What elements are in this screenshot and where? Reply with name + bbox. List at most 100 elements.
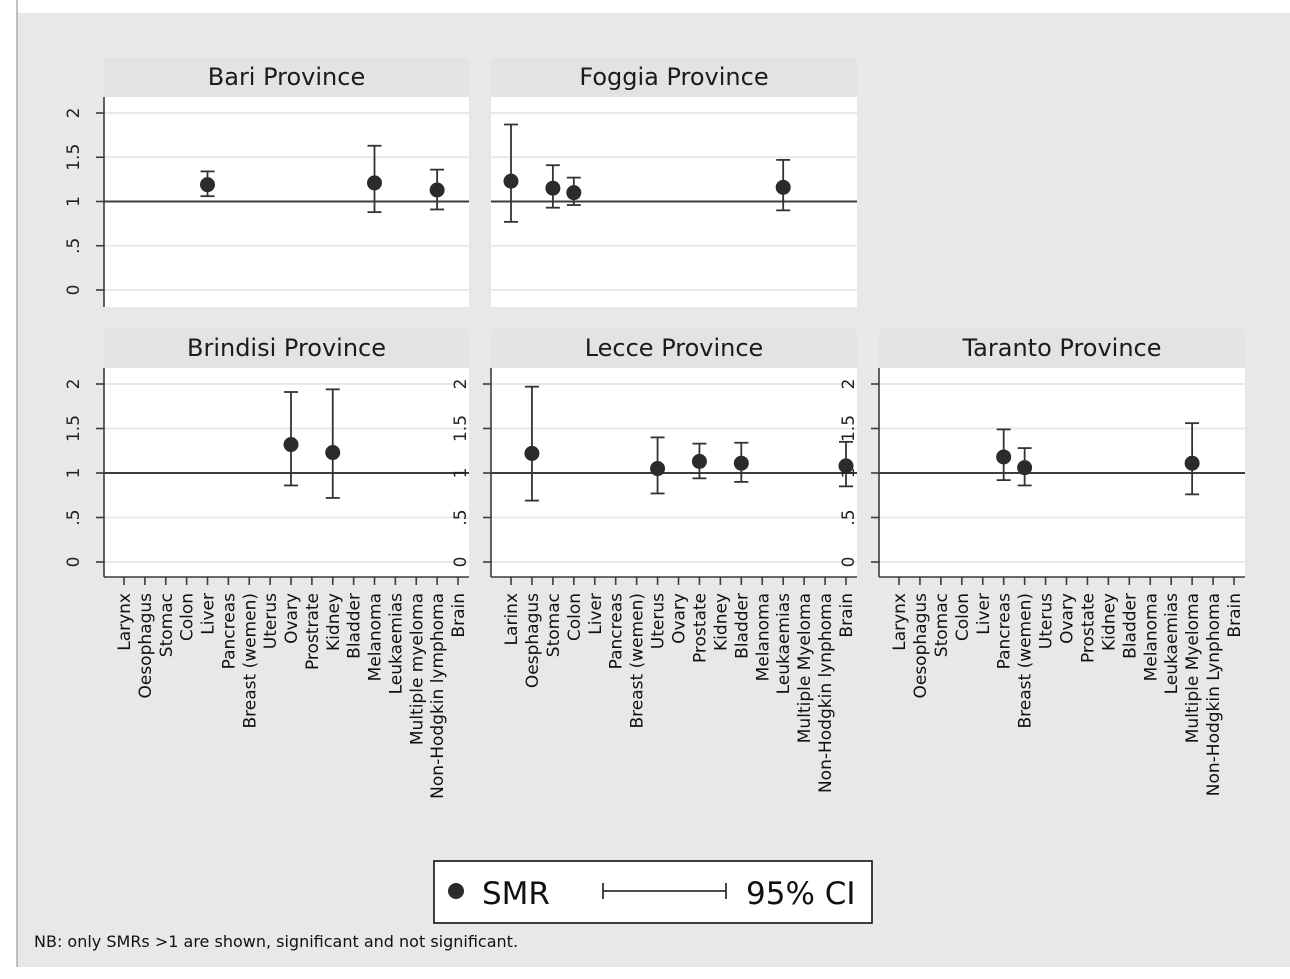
x-tick-label: Liver bbox=[199, 593, 219, 635]
data-point-group bbox=[325, 388, 341, 499]
y-tick-label: 1.5 bbox=[451, 415, 471, 442]
smr-point bbox=[691, 453, 707, 469]
x-tick-label: Pancreas bbox=[219, 593, 239, 670]
smr-point bbox=[996, 449, 1012, 465]
data-point-group bbox=[503, 123, 519, 223]
x-tick-label: Liver bbox=[974, 593, 994, 635]
smr-point bbox=[503, 173, 519, 189]
smr-point bbox=[838, 458, 854, 474]
smr-point bbox=[524, 445, 540, 461]
x-tick-label: Non-Hodgkin lymphoma bbox=[428, 593, 448, 799]
y-tick-label: .5 bbox=[64, 238, 84, 254]
x-tick-label: Pancreas bbox=[995, 593, 1015, 670]
x-tick-label: Non-Hodgkin lynphoma bbox=[816, 593, 836, 793]
x-tick-label: Ovary bbox=[1058, 593, 1078, 644]
y-tick-label: 1 bbox=[64, 468, 84, 479]
x-tick-label: Oesphagus bbox=[523, 593, 543, 688]
x-tick-label: Bladder bbox=[732, 593, 752, 659]
x-tick-label: Colon bbox=[565, 593, 585, 641]
smr-point bbox=[733, 455, 749, 471]
y-tick-label: 1 bbox=[64, 196, 84, 207]
y-tick-label: 0 bbox=[64, 285, 84, 296]
smr-point bbox=[1184, 455, 1200, 471]
x-tick-label: Prostate bbox=[690, 593, 710, 663]
data-point-group bbox=[429, 168, 445, 211]
data-point-group bbox=[545, 164, 561, 209]
x-tick-label: Larynx bbox=[890, 593, 910, 651]
y-tick-label: 1 bbox=[451, 468, 471, 479]
x-tick-label: Ovary bbox=[282, 593, 302, 644]
smr-point bbox=[429, 182, 445, 198]
x-tick-label: Stomac bbox=[157, 593, 177, 657]
data-point-group bbox=[691, 442, 707, 480]
panel-strip bbox=[879, 329, 1245, 368]
data-point-group bbox=[367, 144, 382, 214]
x-tick-label: Kidney bbox=[1099, 593, 1119, 651]
x-tick-label: Stomac bbox=[932, 593, 952, 657]
smr-point bbox=[1017, 460, 1033, 476]
data-point-group bbox=[283, 391, 299, 487]
smr-point bbox=[325, 445, 341, 461]
panel-title: Foggia Province bbox=[579, 63, 768, 91]
legend-smr-label: SMR bbox=[482, 876, 550, 912]
x-tick-label: Oesophagus bbox=[911, 593, 931, 699]
x-tick-label: Colon bbox=[953, 593, 973, 641]
x-tick-label: Brain bbox=[449, 593, 469, 638]
y-tick-label: .5 bbox=[64, 509, 84, 525]
panel-strip bbox=[491, 329, 857, 368]
y-tick-label: 0 bbox=[839, 557, 859, 568]
x-tick-label: Melanoma bbox=[366, 593, 386, 681]
smr-point bbox=[545, 180, 561, 196]
y-tick-label: .5 bbox=[451, 509, 471, 525]
x-tick-label: Larynx bbox=[115, 593, 135, 651]
x-tick-label: Larinx bbox=[502, 593, 522, 645]
x-tick-label: Ovary bbox=[670, 593, 690, 644]
y-tick-label: 1.5 bbox=[64, 415, 84, 442]
x-tick-label: Uterus bbox=[1037, 593, 1057, 649]
panel-strip bbox=[104, 329, 469, 368]
panel-title: Taranto Province bbox=[961, 334, 1161, 362]
panel-strip bbox=[104, 58, 469, 97]
data-point-group bbox=[733, 441, 749, 483]
data-point-group bbox=[1184, 422, 1200, 496]
y-tick-label: 2 bbox=[64, 108, 84, 119]
data-point-group bbox=[775, 159, 791, 212]
legend: SMR 95% CI bbox=[433, 860, 873, 924]
panel-title: Lecce Province bbox=[585, 334, 764, 362]
panel-title: Bari Province bbox=[208, 63, 365, 91]
x-tick-label: Breast (wemen) bbox=[1016, 593, 1036, 729]
y-tick-label: 1.5 bbox=[839, 415, 859, 442]
x-tick-label: Bladder bbox=[1120, 593, 1140, 659]
x-tick-label: Leukaemias bbox=[386, 593, 406, 695]
data-point-group bbox=[838, 440, 854, 488]
x-tick-label: Pancreas bbox=[607, 593, 627, 670]
x-tick-label: Bladder bbox=[345, 593, 365, 659]
x-tick-label: Brain bbox=[837, 593, 857, 638]
smr-point bbox=[200, 177, 215, 193]
x-tick-label: Multiple Myeloma bbox=[1183, 593, 1203, 743]
y-tick-label: 2 bbox=[451, 379, 471, 390]
panel-4: Lecce Province 0 .5 1 1.5 2 Larinx Oesphagus Sto… bbox=[451, 329, 857, 793]
smr-point bbox=[367, 175, 382, 191]
legend-ci-label: 95% CI bbox=[746, 876, 856, 912]
x-tick-label: Breast (wemen) bbox=[628, 593, 648, 729]
panel-1: Bari Province 0 .5 1 1.5 2 bbox=[64, 58, 469, 307]
x-tick-label: Leukaemias bbox=[774, 593, 794, 695]
x-tick-label: Prostrate bbox=[303, 593, 323, 670]
x-tick-label: Liver bbox=[586, 593, 606, 635]
data-point-group bbox=[200, 170, 215, 198]
x-tick-label: Stomac bbox=[544, 593, 564, 657]
x-tick-label: Kidney bbox=[324, 593, 344, 651]
x-tick-label: Breast (wemen) bbox=[240, 593, 260, 729]
y-tick-label: 2 bbox=[64, 379, 84, 390]
x-tick-label: Leukaemias bbox=[1162, 593, 1182, 695]
x-tick-label: Melanoma bbox=[1141, 593, 1161, 681]
smr-point bbox=[566, 185, 582, 201]
data-point-group bbox=[566, 176, 582, 206]
x-tick-label: Kidney bbox=[711, 593, 731, 651]
x-tick-label: Uterus bbox=[261, 593, 281, 649]
panel-2: Foggia Province bbox=[491, 58, 857, 307]
